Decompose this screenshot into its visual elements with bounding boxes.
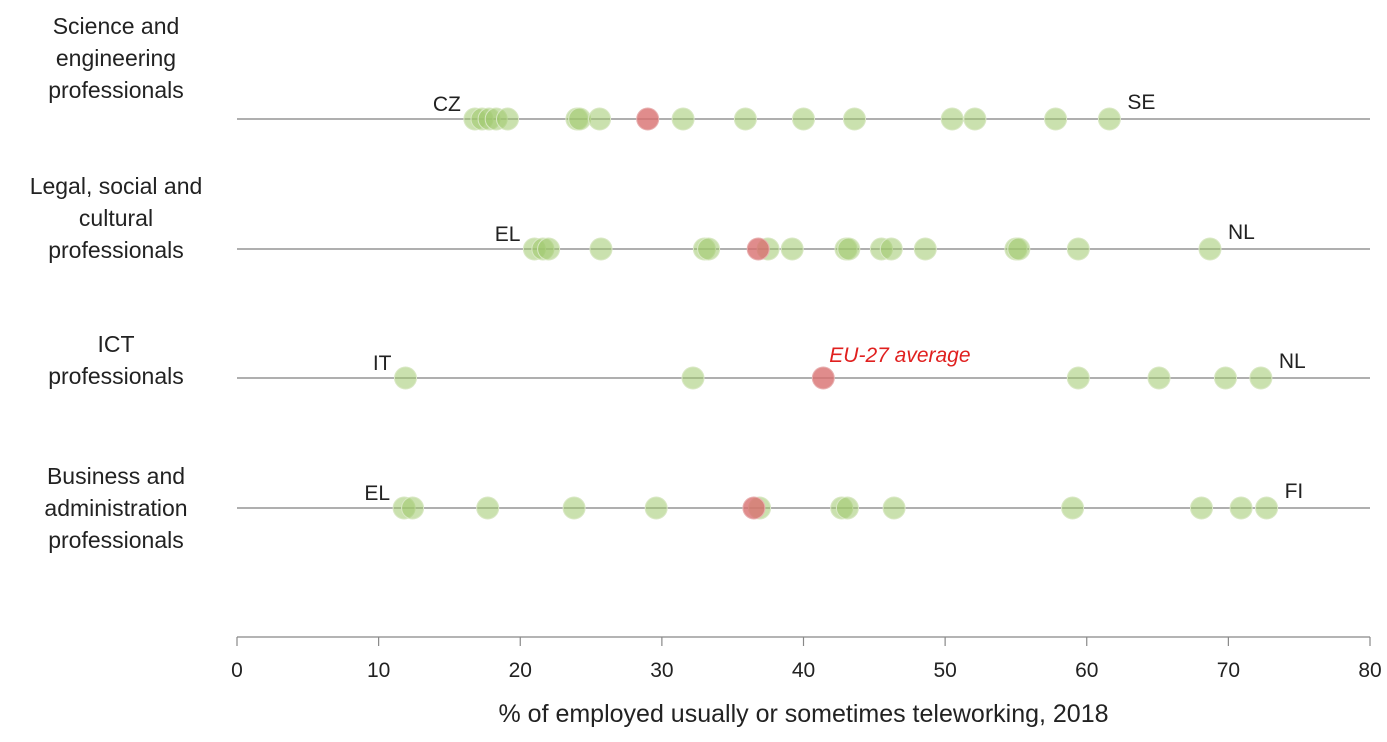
category-label-line: Science and: [52, 13, 180, 39]
country-point: [837, 237, 861, 261]
category-label: Legal, social and cultural professionals: [0, 170, 232, 266]
category-label-line: cultural: [78, 205, 154, 231]
category-label: Science and engineering professionals: [0, 10, 232, 106]
category-row: IT NL EU-27 average: [237, 344, 1370, 390]
country-point: [1190, 496, 1213, 520]
category-rows: CZ SE EL NL IT NL EU-27 average EL FI: [237, 91, 1370, 520]
max-country-label: SE: [1127, 91, 1155, 114]
category-label-line: Business and: [46, 463, 186, 489]
country-point: [644, 496, 668, 520]
country-point: [940, 107, 964, 131]
eu-average-point: [742, 496, 766, 520]
min-country-label: EL: [495, 223, 521, 246]
country-point: [537, 237, 561, 261]
x-tick-label: 30: [650, 659, 673, 682]
country-point: [1255, 496, 1279, 520]
country-point: [394, 366, 417, 390]
country-point: [697, 237, 721, 261]
country-point: [1229, 496, 1253, 520]
min-country-label: EL: [364, 482, 390, 505]
category-label-line: professionals: [48, 237, 184, 263]
country-point: [496, 107, 519, 131]
country-point: [913, 237, 937, 261]
country-point: [780, 237, 804, 261]
category-label-line: ICT: [97, 331, 135, 357]
country-point: [1044, 107, 1068, 131]
country-point: [882, 496, 906, 520]
country-point: [401, 496, 425, 520]
x-tick-label: 80: [1358, 659, 1381, 682]
eu-average-point: [811, 366, 835, 390]
category-label-line: professionals: [48, 527, 184, 553]
x-tick-label: 70: [1217, 659, 1240, 682]
category-label-line: engineering: [55, 45, 177, 71]
x-tick-label: 60: [1075, 659, 1098, 682]
x-tick-label: 40: [792, 659, 815, 682]
category-label-line: administration: [44, 495, 188, 521]
category-label: Business and administration professionals: [0, 460, 232, 556]
eu-average-point: [746, 237, 770, 261]
category-row: EL FI: [237, 480, 1370, 520]
country-point: [963, 107, 987, 131]
max-country-label: NL: [1228, 221, 1255, 244]
country-point: [589, 237, 613, 261]
max-country-label: NL: [1279, 350, 1306, 373]
x-tick-label: 10: [367, 659, 390, 682]
eu-average-point: [636, 107, 660, 131]
country-point: [1066, 237, 1090, 261]
country-point: [1007, 237, 1031, 261]
x-tick-label: 20: [509, 659, 532, 682]
country-point: [1249, 366, 1273, 390]
category-label: ICT professionals: [0, 328, 232, 392]
country-point: [1214, 366, 1237, 390]
x-axis: 0 10 20 30 40 50 60 70 80: [231, 636, 1382, 682]
country-point: [835, 496, 859, 520]
country-point: [681, 366, 705, 390]
category-label-line: professionals: [48, 363, 184, 389]
country-point: [733, 107, 757, 131]
country-point: [1198, 237, 1222, 261]
country-point: [588, 107, 612, 131]
max-country-label: FI: [1285, 480, 1304, 503]
country-point: [671, 107, 695, 131]
country-point: [1061, 496, 1085, 520]
min-country-label: CZ: [433, 93, 461, 116]
country-point: [843, 107, 866, 131]
category-row: CZ SE: [237, 91, 1370, 131]
x-tick-label: 0: [231, 659, 243, 682]
country-point: [568, 107, 592, 131]
country-point: [562, 496, 586, 520]
country-point: [879, 237, 903, 261]
eu-average-annotation: EU-27 average: [829, 344, 970, 367]
country-point: [1066, 366, 1090, 390]
country-point: [476, 496, 500, 520]
category-label-line: professionals: [48, 77, 184, 103]
x-axis-title: % of employed usually or sometimes telew…: [498, 700, 1109, 728]
country-point: [792, 107, 815, 131]
min-country-label: IT: [373, 352, 392, 375]
country-point: [1097, 107, 1121, 131]
category-label-line: Legal, social and: [29, 173, 203, 199]
country-point: [1147, 366, 1171, 390]
category-row: EL NL: [237, 221, 1370, 261]
x-tick-label: 50: [933, 659, 956, 682]
